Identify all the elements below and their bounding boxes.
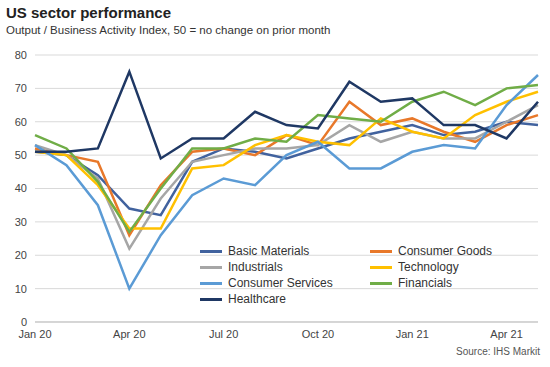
svg-text:Apr 21: Apr 21 (490, 328, 522, 340)
svg-text:Oct 20: Oct 20 (302, 328, 334, 340)
html-text:Source: IHS Markit: Source: IHS Markit (456, 346, 540, 357)
svg-text:30: 30 (15, 216, 27, 228)
svg-text:Jul 20: Jul 20 (209, 328, 238, 340)
html-text:Basic Materials: Basic Materials (228, 244, 310, 258)
html-text:US sector performance: US sector performance (6, 4, 172, 21)
svg-text:0: 0 (21, 316, 27, 328)
svg-text:Jan 21: Jan 21 (396, 328, 429, 340)
svg-text:80: 80 (15, 49, 27, 61)
html-text:Technology: Technology (398, 260, 459, 274)
svg-text:70: 70 (15, 82, 27, 94)
html-text:Output / Business Activity Ind: Output / Business Activity Index, 50 = n… (6, 24, 331, 36)
svg-text:10: 10 (15, 283, 27, 295)
html-text:Financials: Financials (398, 276, 452, 290)
html-text:Industrials: Industrials (228, 260, 283, 274)
svg-text:50: 50 (15, 149, 27, 161)
html-text:Consumer Services: Consumer Services (228, 276, 333, 290)
svg-text:60: 60 (15, 116, 27, 128)
svg-text:20: 20 (15, 249, 27, 261)
svg-text:Apr 20: Apr 20 (113, 328, 145, 340)
html-text:Consumer Goods: Consumer Goods (398, 244, 492, 258)
svg-text:40: 40 (15, 182, 27, 194)
html-text:Healthcare: Healthcare (228, 292, 286, 306)
svg-text:Jan 20: Jan 20 (18, 328, 51, 340)
